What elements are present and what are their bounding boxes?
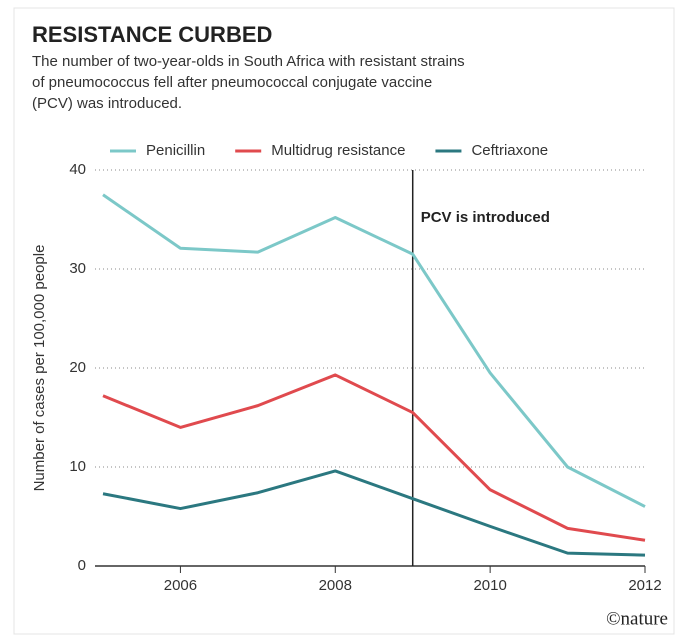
y-tick-label: 40 [69,161,86,178]
y-axis-label: Number of cases per 100,000 people [31,245,48,492]
line-series [102,193,646,508]
legend-label: Multidrug resistance [271,142,405,159]
chart-title: RESISTANCE CURBED [32,22,272,47]
annotation: PCV is introduced [421,209,550,226]
frame [13,7,675,635]
source: ©nature [606,608,668,629]
x-tick-label: 2012 [628,577,661,594]
line-series [102,373,646,542]
y-tick-label: 20 [69,359,86,376]
y-tick-label: 10 [69,458,86,475]
subtitle: The number of two-year-olds in South Afr… [32,53,465,70]
x-tick-label: 2010 [473,577,506,594]
line-series [102,469,646,557]
y-tick-label: 0 [78,557,86,574]
legend-label: Ceftriaxone [471,142,548,159]
x-tick-label: 2006 [164,577,197,594]
subtitle: (PCV) was introduced. [32,95,182,112]
y-tick-label: 30 [69,260,86,277]
subtitle: of pneumococcus fell after pneumococcal … [32,74,432,91]
legend-label: Penicillin [146,142,205,159]
x-tick-label: 2008 [319,577,352,594]
